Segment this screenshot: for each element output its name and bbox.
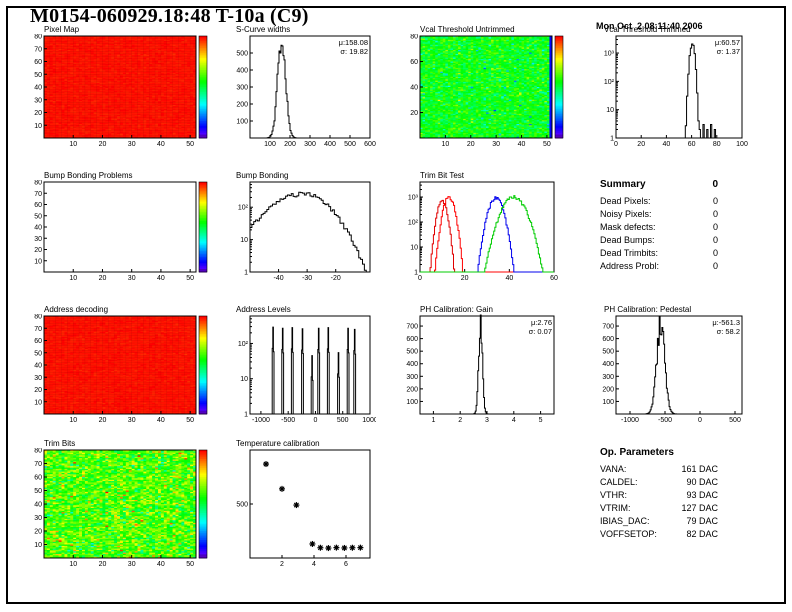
op-param-value: 161 DAC [681,464,718,474]
summary-row: Noisy Pixels: 0 [600,208,718,221]
chart-title-scurve-widths: S-Curve widths [236,25,291,34]
chart-title-vcal-trimmed: Vcal Threshold Trimmed [604,25,691,34]
summary-row-value: 0 [712,261,718,271]
stats-box-ph-pedestal: μ:-561.3 σ: 58.2 [668,318,740,336]
chart-title-bump-bonding: Bump Bonding [236,171,289,180]
summary-row-value: 0 [712,248,718,258]
op-param-row: IBIAS_DAC: 79 DAC [600,515,718,528]
page-title: M0154-060929.18:48 T-10a (C9) [30,5,309,27]
address-levels-histogram [224,314,376,426]
bump-bonding-histogram [224,180,376,284]
op-parameters-title: Op. Parameters [600,447,674,458]
summary-row-label: Dead Bumps: [600,235,655,245]
pixel-map-heatmap [20,34,212,150]
stats-sigma: σ: 58.2 [716,327,740,336]
stats-mu: μ:-561.3 [712,318,740,327]
chart-title-address-levels: Address Levels [236,305,291,314]
stats-mu: μ:60.57 [714,38,740,47]
op-param-value: 90 DAC [686,477,718,487]
op-param-label: VOFFSETOP: [600,529,657,539]
op-param-value: 93 DAC [686,490,718,500]
op-param-row: CALDEL: 90 DAC [600,476,718,489]
scurve-widths-histogram [224,34,376,150]
vcal-untrimmed-heatmap [396,34,568,150]
op-param-value: 82 DAC [686,529,718,539]
summary-row: Dead Trimbits: 0 [600,247,718,260]
summary-block: Summary 0 Dead Pixels: 0 Noisy Pixels: 0 M… [600,179,718,273]
stats-mu: μ:2.76 [530,318,552,327]
timestamp: Mon Oct 2 08:11:40 2006 [596,21,703,31]
chart-title-bump-problems: Bump Bonding Problems [44,171,133,180]
chart-title-trim-bits: Trim Bits [44,439,76,448]
vcal-trimmed-histogram [592,34,748,150]
stats-box-ph-gain: μ:2.76 σ: 0.07 [482,318,552,336]
stats-sigma: σ: 19.82 [340,47,368,56]
summary-row-label: Noisy Pixels: [600,209,652,219]
summary-title: Summary [600,179,646,190]
summary-row-value: 0 [712,209,718,219]
stats-sigma: σ: 0.07 [528,327,552,336]
summary-row-value: 0 [712,222,718,232]
op-param-label: VTRIM: [600,503,631,513]
op-param-row: VTRIM: 127 DAC [600,502,718,515]
summary-total: 0 [712,179,718,190]
bump-problems-heatmap [20,180,212,284]
summary-row-value: 0 [712,196,718,206]
summary-row-label: Address Probl: [600,261,660,271]
op-param-label: IBIAS_DAC: [600,516,650,526]
stats-sigma: σ: 1.37 [716,47,740,56]
op-parameters-header: Op. Parameters [600,447,718,458]
chart-title-temperature-calibration: Temperature calibration [236,439,320,448]
op-param-label: VTHR: [600,490,627,500]
trim-bit-test-histogram [396,180,564,284]
summary-row-label: Mask defects: [600,222,656,232]
address-decoding-heatmap [20,314,212,426]
op-param-row: VOFFSETOP: 82 DAC [600,528,718,541]
ph-pedestal-histogram [592,314,748,426]
chart-title-trim-bit-test: Trim Bit Test [420,171,465,180]
chart-title-pixel-map: Pixel Map [44,25,80,34]
op-parameters-block: Op. Parameters VANA: 161 DAC CALDEL: 90 DA… [600,447,718,541]
op-param-label: CALDEL: [600,477,638,487]
chart-title-ph-gain: PH Calibration: Gain [420,305,493,314]
stats-mu: μ:158.08 [338,38,368,47]
summary-row: Dead Bumps: 0 [600,234,718,247]
summary-row: Mask defects: 0 [600,221,718,234]
temperature-calibration-scatter [224,448,376,570]
chart-title-ph-pedestal: PH Calibration: Pedestal [604,305,692,314]
op-param-value: 127 DAC [681,503,718,513]
op-param-row: VTHR: 93 DAC [600,489,718,502]
summary-row-label: Dead Pixels: [600,196,651,206]
summary-row-value: 0 [712,235,718,245]
ph-gain-histogram [396,314,564,426]
summary-header: Summary 0 [600,179,718,190]
trim-bits-heatmap [20,448,212,570]
stats-box-scurve: μ:158.08 σ: 19.82 [296,38,368,56]
op-param-value: 79 DAC [686,516,718,526]
op-param-row: VANA: 161 DAC [600,463,718,476]
summary-row: Address Probl: 0 [600,260,718,273]
op-param-label: VANA: [600,464,627,474]
chart-title-address-decoding: Address decoding [44,305,109,314]
stats-box-vcal-trimmed: μ:60.57 σ: 1.37 [670,38,740,56]
summary-row: Dead Pixels: 0 [600,195,718,208]
summary-row-label: Dead Trimbits: [600,248,659,258]
chart-title-vcal-untrimmed: Vcal Threshold Untrimmed [420,25,515,34]
